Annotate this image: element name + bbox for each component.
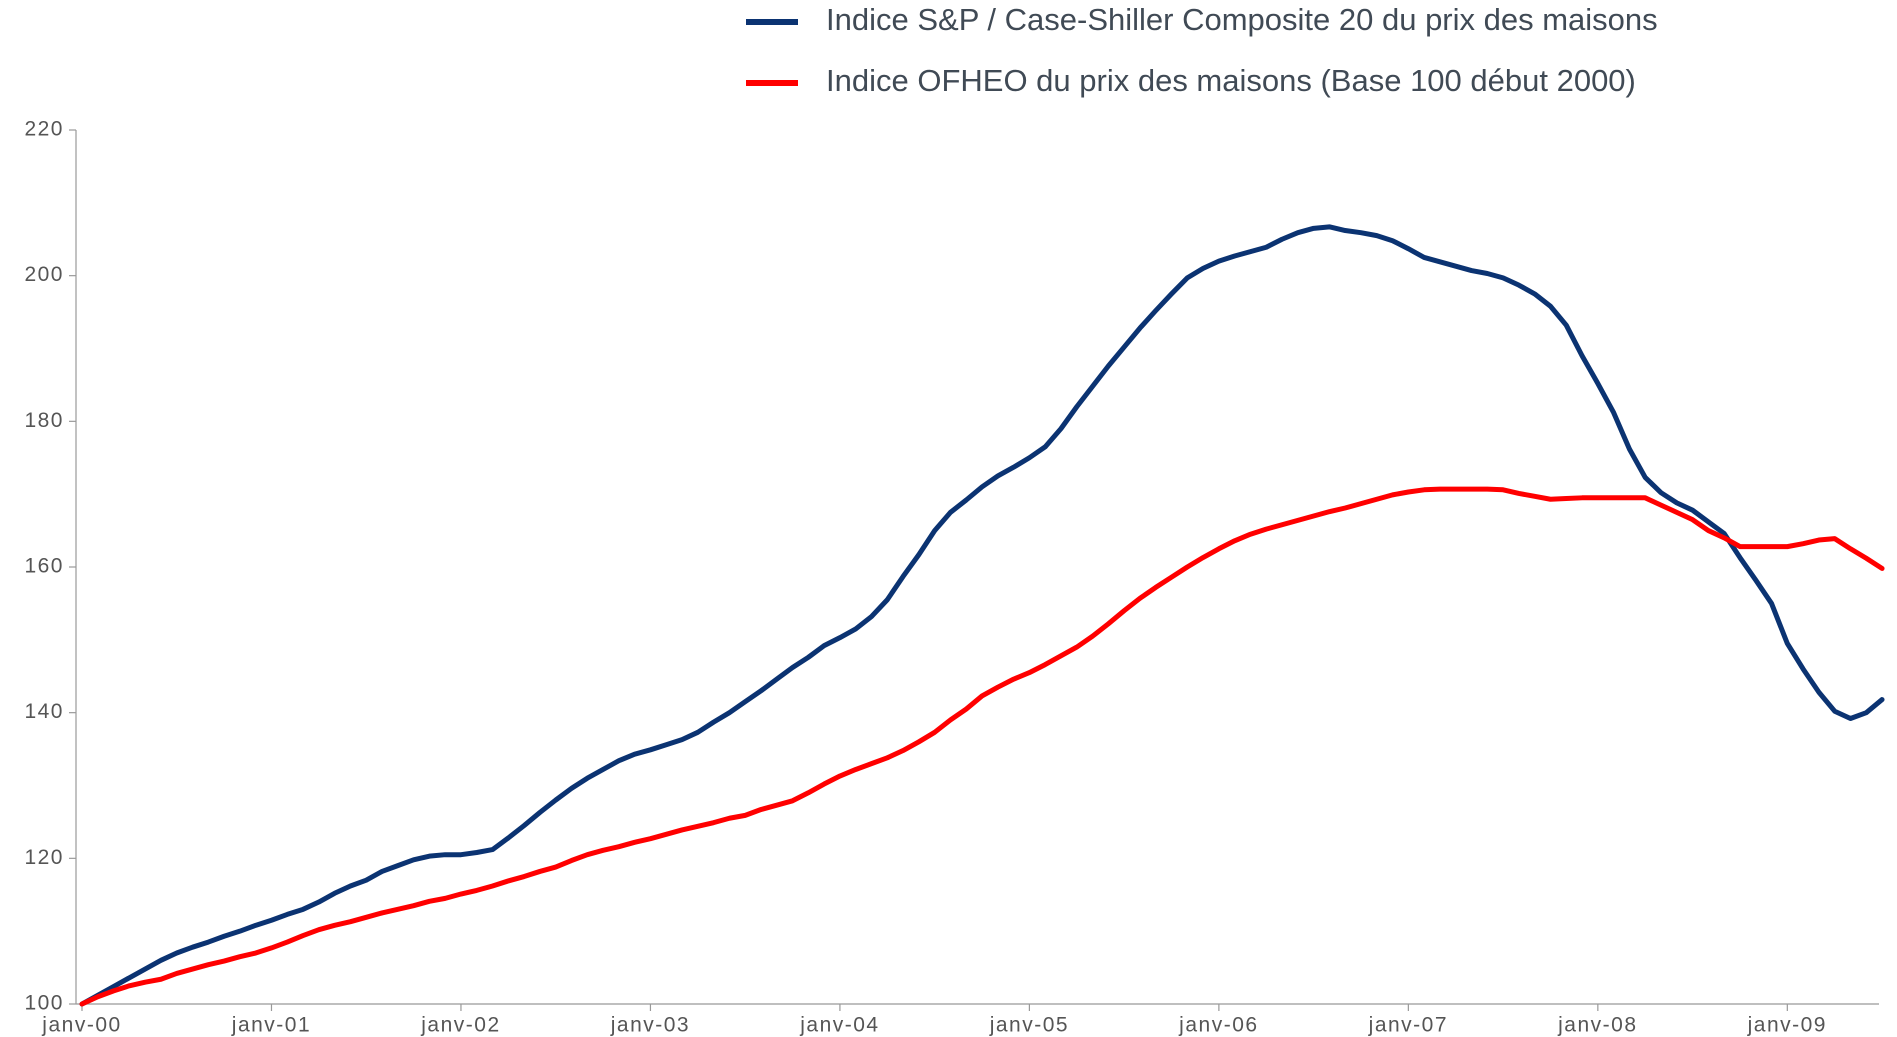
- x-tick-label: janv-05: [989, 1014, 1069, 1037]
- y-tick-label: 200: [24, 263, 64, 286]
- y-tick-label: 140: [24, 700, 64, 723]
- y-tick-label: 160: [24, 555, 64, 578]
- x-tick-label: janv-07: [1368, 1014, 1448, 1037]
- y-tick-label: 100: [24, 992, 64, 1015]
- series-line: [79, 486, 1885, 1007]
- x-tick-label: janv-01: [231, 1014, 311, 1037]
- x-tick-label: janv-02: [420, 1014, 500, 1037]
- x-tick-label: janv-09: [1747, 1014, 1827, 1037]
- x-tick-label: janv-06: [1178, 1014, 1258, 1037]
- series-line: [79, 224, 1885, 1007]
- y-tick-label: 120: [24, 846, 64, 869]
- legend-label: Indice S&P / Case-Shiller Composite 20 d…: [826, 2, 1658, 37]
- x-tick-label: janv-03: [610, 1014, 690, 1037]
- x-tick-label: janv-08: [1557, 1014, 1637, 1037]
- y-tick-label: 180: [24, 409, 64, 432]
- x-tick-label: janv-04: [799, 1014, 879, 1037]
- y-tick-label: 220: [24, 118, 64, 141]
- legend-label: Indice OFHEO du prix des maisons (Base 1…: [826, 63, 1636, 98]
- x-tick-label: janv-00: [41, 1014, 121, 1037]
